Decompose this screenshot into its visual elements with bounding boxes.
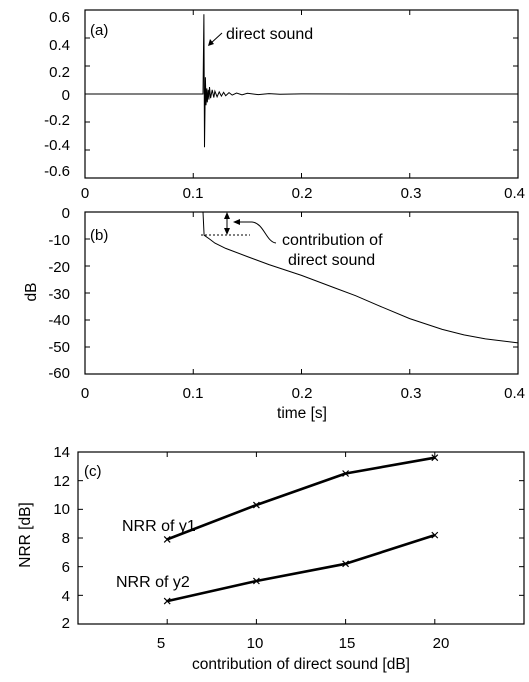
nrr-point-marker xyxy=(342,470,350,477)
panel-b-y-tick-label: -30 xyxy=(48,286,70,303)
contribution-annotation-line-2: direct sound xyxy=(288,252,375,269)
panel-b-y-tick-labels: 0 -10 -20 -30 -40 -50 -60 xyxy=(48,205,70,382)
panel-b-x-tick-label: 0.4 xyxy=(504,385,525,402)
panel-a-x-tick-label: 0.2 xyxy=(292,185,313,202)
panel-c-x-tick-label: 20 xyxy=(433,635,450,652)
panel-c-y-tick-label: 8 xyxy=(62,530,70,547)
nrr-point-marker xyxy=(342,560,350,568)
nrr-point-marker xyxy=(252,577,260,585)
panel-b-x-tick-labels: 0 0.1 0.2 0.3 0.4 xyxy=(81,385,525,402)
panel-b-tag: (b) xyxy=(90,227,108,244)
panel-a: 0.6 0.4 0.2 0 -0.2 -0.4 -0.6 0 0.1 0.2 0… xyxy=(44,9,525,202)
panel-c-x-axis-title: contribution of direct sound [dB] xyxy=(192,656,410,673)
panel-b-y-tick-label: -20 xyxy=(48,259,70,276)
panel-c: 14 12 10 8 6 4 2 5 10 15 20 NRR [dB] con… xyxy=(17,444,525,673)
panel-a-x-tick-label: 0.1 xyxy=(183,185,204,202)
panel-c-ticks xyxy=(78,451,524,625)
panel-c-y-tick-label: 10 xyxy=(53,501,70,518)
series-label-nrr-y2: NRR of y2 xyxy=(116,574,190,591)
nrr-series-line-2 xyxy=(166,533,436,603)
panel-c-y-tick-label: 12 xyxy=(53,473,70,490)
panel-b-y-tick-label: -50 xyxy=(48,339,70,356)
panel-b-plot-frame xyxy=(84,211,519,375)
panel-b-y-tick-label: -60 xyxy=(48,365,70,382)
panel-b-y-axis-title: dB xyxy=(23,283,40,302)
nrr-point-marker xyxy=(431,531,439,539)
panel-b-x-tick-label: 0.3 xyxy=(401,385,422,402)
panel-c-x-tick-label: 10 xyxy=(247,635,264,652)
panel-a-impulse-response-line xyxy=(85,14,518,148)
panel-c-y-tick-label: 2 xyxy=(62,615,70,632)
panel-a-y-tick-label: 0 xyxy=(62,87,70,104)
panel-c-y-tick-label: 6 xyxy=(62,559,70,576)
panel-a-x-tick-label: 0.4 xyxy=(504,185,525,202)
nrr-point-marker xyxy=(163,597,171,605)
nrr-series-line-1 xyxy=(166,456,436,541)
series-label-nrr-y1: NRR of y1 xyxy=(122,518,196,535)
contribution-arrowhead-up xyxy=(224,212,230,219)
contribution-annotation-line-1: contribution of xyxy=(282,232,383,249)
panel-c-tag: (c) xyxy=(84,463,102,480)
panel-b: 0 -10 -20 -30 -40 -50 -60 0 0.1 0.2 0.3 … xyxy=(23,205,525,422)
direct-sound-arrowhead xyxy=(208,39,214,46)
panel-a-tag: (a) xyxy=(90,22,108,39)
panel-c-series xyxy=(163,454,439,605)
panel-a-y-tick-label: -0.2 xyxy=(44,112,70,129)
nrr-point-marker xyxy=(431,454,439,462)
panel-b-x-tick-label: 0.2 xyxy=(292,385,313,402)
nrr-point-marker xyxy=(252,501,260,509)
panel-c-x-tick-labels: 5 10 15 20 xyxy=(157,635,450,652)
panel-b-y-tick-label: -40 xyxy=(48,312,70,329)
direct-sound-annotation: direct sound xyxy=(226,26,313,43)
panel-b-y-tick-label: -10 xyxy=(48,232,70,249)
panel-c-x-tick-label: 15 xyxy=(339,635,356,652)
panel-a-y-tick-label: -0.6 xyxy=(44,163,70,180)
panel-c-y-tick-label: 4 xyxy=(62,588,70,605)
panel-a-y-tick-label: -0.4 xyxy=(44,137,70,154)
panel-c-y-tick-label: 14 xyxy=(53,444,70,461)
contribution-arrowhead-down xyxy=(224,228,230,235)
panel-c-y-axis-title: NRR [dB] xyxy=(17,502,34,567)
panel-b-x-tick-label: 0.1 xyxy=(183,385,204,402)
panel-a-x-tick-label: 0.3 xyxy=(401,185,422,202)
panel-a-y-tick-label: 0.4 xyxy=(49,37,70,54)
panel-a-x-tick-label: 0 xyxy=(81,185,89,202)
panel-a-y-tick-labels: 0.6 0.4 0.2 0 -0.2 -0.4 -0.6 xyxy=(44,9,70,180)
panel-c-y-tick-labels: 14 12 10 8 6 4 2 xyxy=(53,444,70,632)
panel-c-x-tick-label: 5 xyxy=(157,635,165,652)
panel-b-x-tick-label: 0 xyxy=(81,385,89,402)
panel-a-y-tick-label: 0.2 xyxy=(49,64,70,81)
panel-b-y-tick-label: 0 xyxy=(62,205,70,222)
panel-b-x-axis-title: time [s] xyxy=(277,405,327,422)
panel-a-y-tick-label: 0.6 xyxy=(49,9,70,26)
panel-c-plot-frame xyxy=(77,451,525,625)
contribution-leader-arrowhead xyxy=(233,219,240,225)
nrr-point-marker xyxy=(163,536,171,543)
panel-b-energy-decay-line xyxy=(202,211,519,344)
contribution-leader-line xyxy=(236,221,277,244)
panel-a-plot-frame xyxy=(84,9,519,179)
panel-a-x-tick-labels: 0 0.1 0.2 0.3 0.4 xyxy=(81,185,525,202)
